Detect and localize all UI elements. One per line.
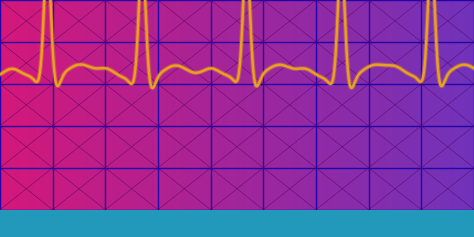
- Bar: [0, 210, 474, 237]
